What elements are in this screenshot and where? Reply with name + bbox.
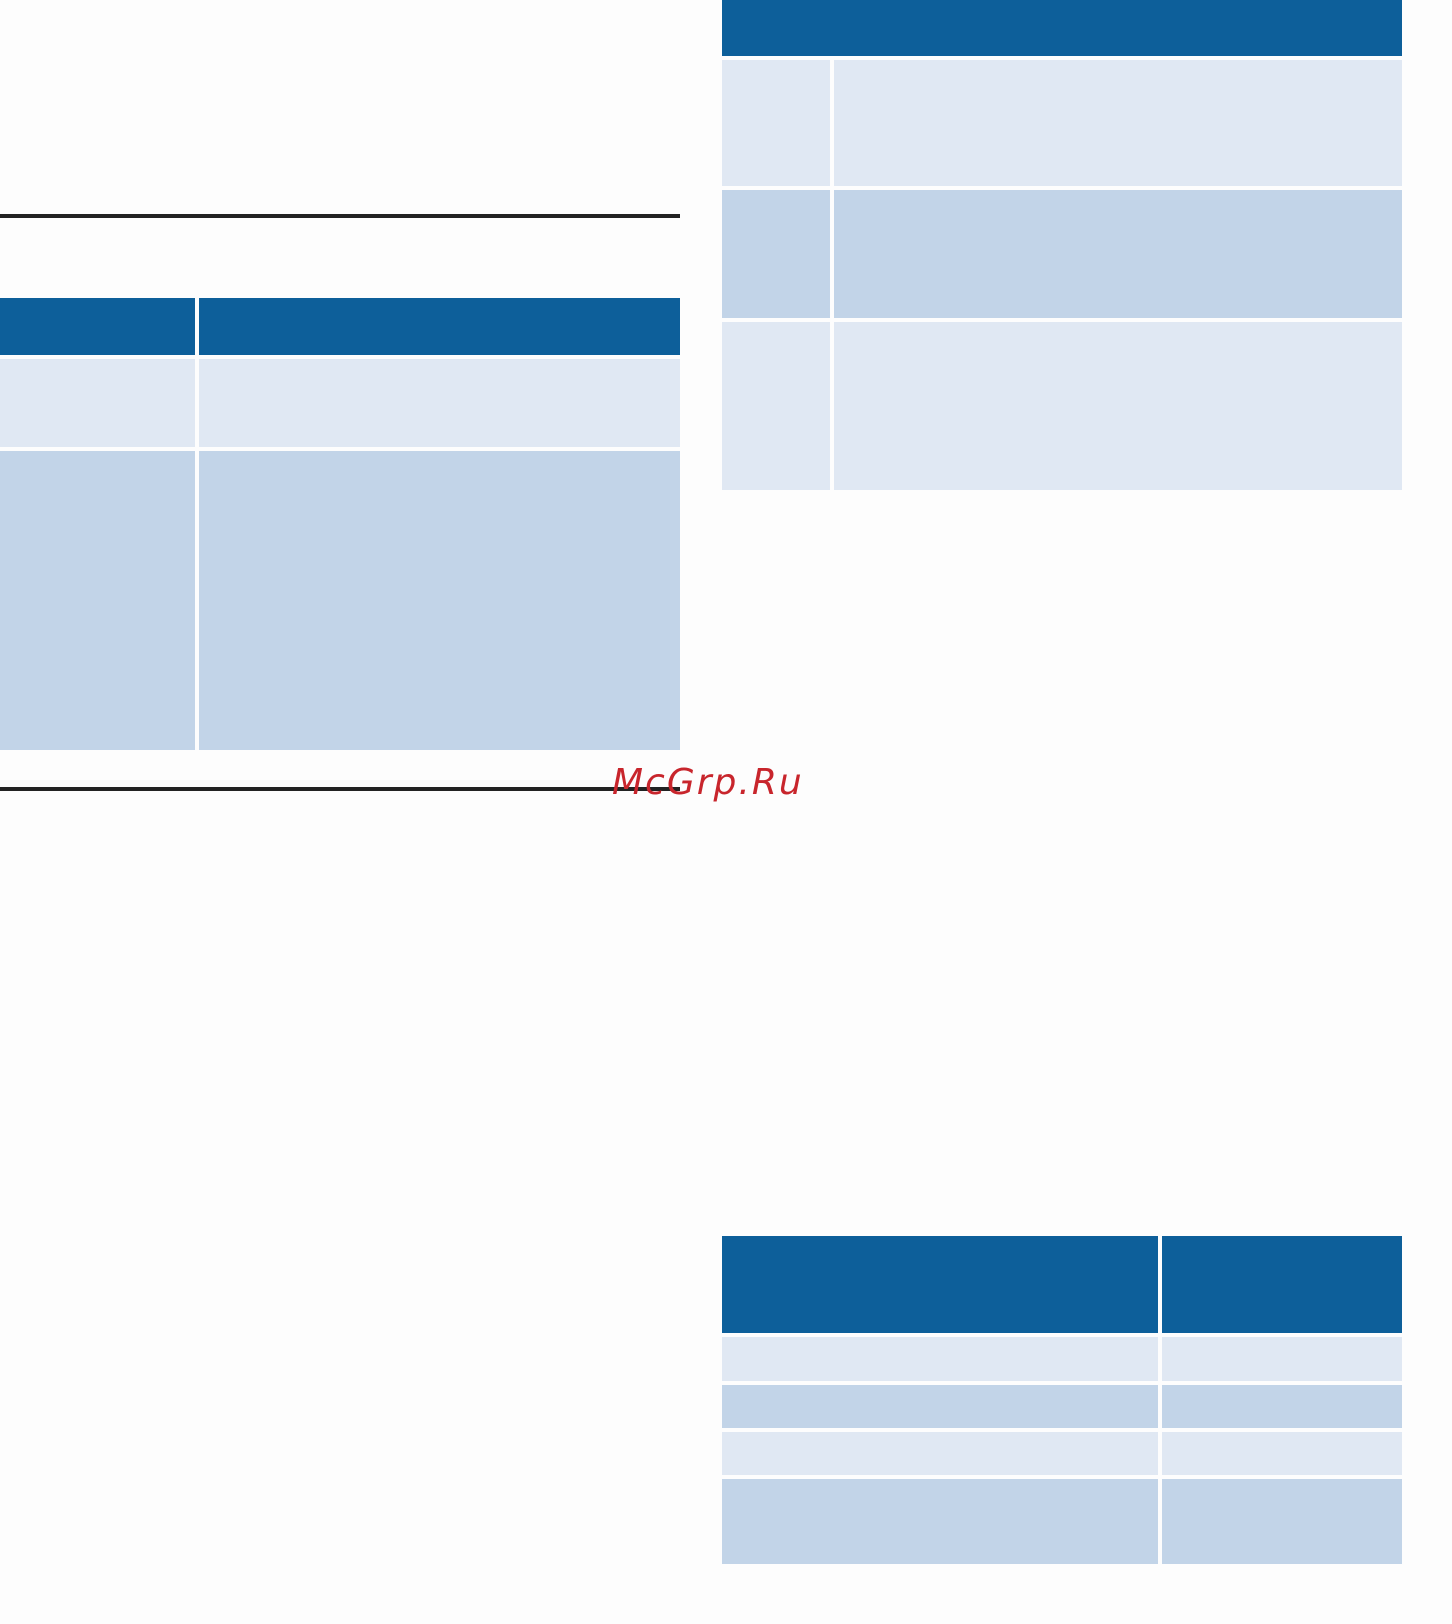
rule <box>0 787 680 791</box>
table-header-cell <box>722 0 1402 56</box>
table-cell <box>722 322 830 490</box>
table-cell <box>1162 1479 1402 1564</box>
table-cell <box>834 322 1402 490</box>
table-cell <box>0 451 195 750</box>
table-cell <box>1162 1337 1402 1381</box>
table-cell <box>834 60 1402 186</box>
table-cell <box>722 190 830 318</box>
table-cell <box>0 359 195 447</box>
table-cell <box>722 1432 1158 1475</box>
table-cell <box>1162 1432 1402 1475</box>
table-cell <box>199 451 680 750</box>
table-header-cell <box>0 298 195 355</box>
table-cell <box>722 60 830 186</box>
table-header-cell <box>1162 1236 1402 1333</box>
rule <box>0 214 680 218</box>
table-cell <box>722 1479 1158 1564</box>
table-cell <box>722 1385 1158 1428</box>
table-header-cell <box>722 1236 1158 1333</box>
table-cell <box>834 190 1402 318</box>
table-header-cell <box>199 298 680 355</box>
table-cell <box>722 1337 1158 1381</box>
table-cell <box>199 359 680 447</box>
table-cell <box>1162 1385 1402 1428</box>
watermark: McGrp.Ru <box>612 762 804 803</box>
